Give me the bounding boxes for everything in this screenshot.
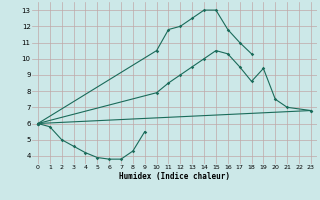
X-axis label: Humidex (Indice chaleur): Humidex (Indice chaleur) bbox=[119, 172, 230, 181]
